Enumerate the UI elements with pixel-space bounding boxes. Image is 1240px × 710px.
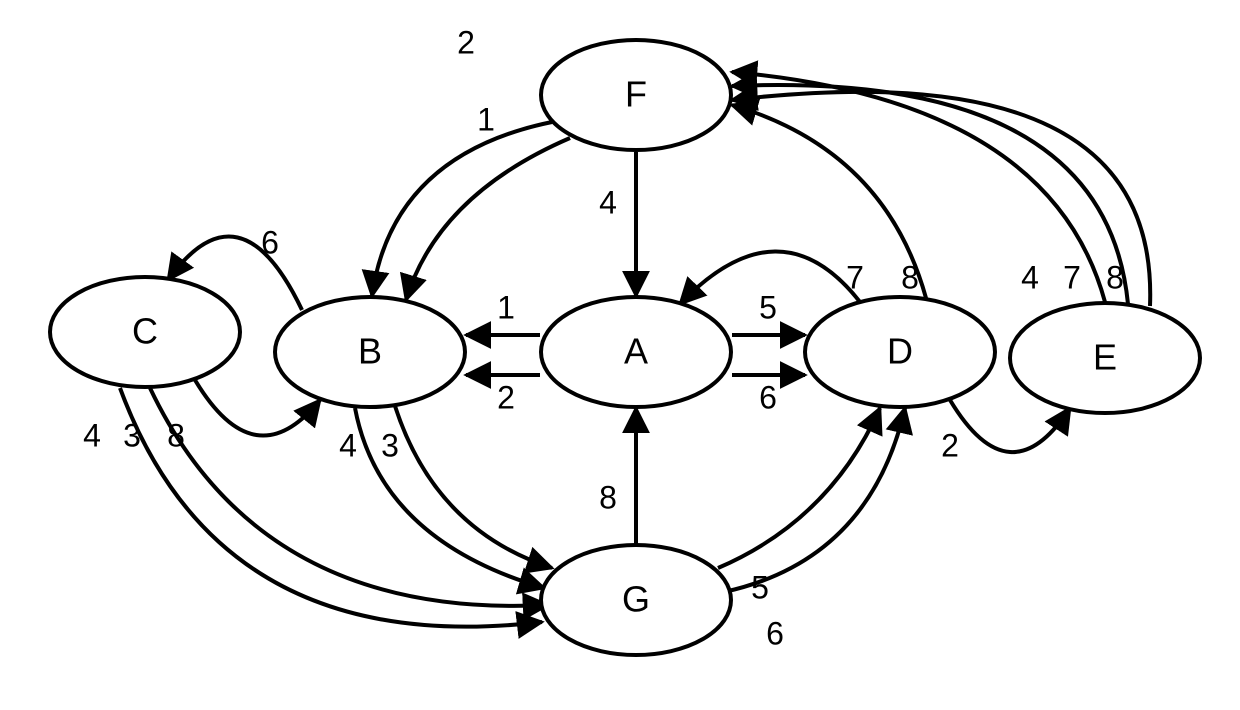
edge-B-G	[395, 406, 552, 568]
edge-label-B-G-10: 3	[381, 427, 399, 463]
edge-E-F	[732, 92, 1150, 306]
node-label-F: F	[625, 74, 647, 115]
edge-label-F-B-7: 2	[457, 24, 475, 60]
nodes-layer: A B C D E F G	[50, 40, 1200, 655]
edge-label-G-A-5: 8	[599, 479, 617, 515]
node-B: B	[275, 297, 465, 407]
node-D: D	[805, 297, 995, 407]
edge-F-B	[406, 138, 570, 300]
edge-label-C-B-13: 8	[167, 417, 185, 453]
edge-label-F-B-6: 1	[477, 101, 495, 137]
diagram-canvas: ABCDEFG 1256481264343878478562	[0, 0, 1240, 710]
edge-label-A-D-2: 5	[759, 289, 777, 325]
edge-D-E	[950, 400, 1070, 452]
edge-G-D	[724, 408, 905, 592]
edge-C-G	[150, 388, 548, 606]
node-label-C: C	[132, 311, 158, 352]
node-label-G: G	[622, 579, 650, 620]
edge-G-D	[718, 408, 880, 568]
node-F: F	[541, 40, 731, 150]
edge-label-G-D-19: 5	[751, 569, 769, 605]
edge-label-A-B-1: 2	[497, 379, 515, 415]
edge-label-B-C-8: 6	[261, 224, 279, 260]
edge-label-G-D-20: 6	[766, 615, 784, 651]
edge-label-D-E-21: 2	[941, 427, 959, 463]
edge-label-C-G-12: 3	[123, 417, 141, 453]
edge-label-E-F-16: 4	[1021, 259, 1039, 295]
node-label-A: A	[624, 331, 648, 372]
edge-label-E-F-18: 8	[1106, 259, 1124, 295]
node-C: C	[50, 277, 240, 387]
node-E: E	[1010, 303, 1200, 413]
edge-label-D-A-14: 7	[846, 259, 864, 295]
edge-label-F-A-4: 4	[599, 184, 617, 220]
edge-label-E-F-17: 7	[1063, 259, 1081, 295]
edge-label-A-B-0: 1	[497, 289, 515, 325]
node-A: A	[541, 297, 731, 407]
edge-label-D-F-15: 8	[901, 259, 919, 295]
edge-label-C-G-11: 4	[83, 417, 101, 453]
node-label-D: D	[887, 331, 913, 372]
node-label-B: B	[358, 331, 382, 372]
edge-label-A-D-3: 6	[759, 379, 777, 415]
node-label-E: E	[1093, 337, 1117, 378]
edge-label-B-G-9: 4	[339, 427, 357, 463]
node-G: G	[541, 545, 731, 655]
